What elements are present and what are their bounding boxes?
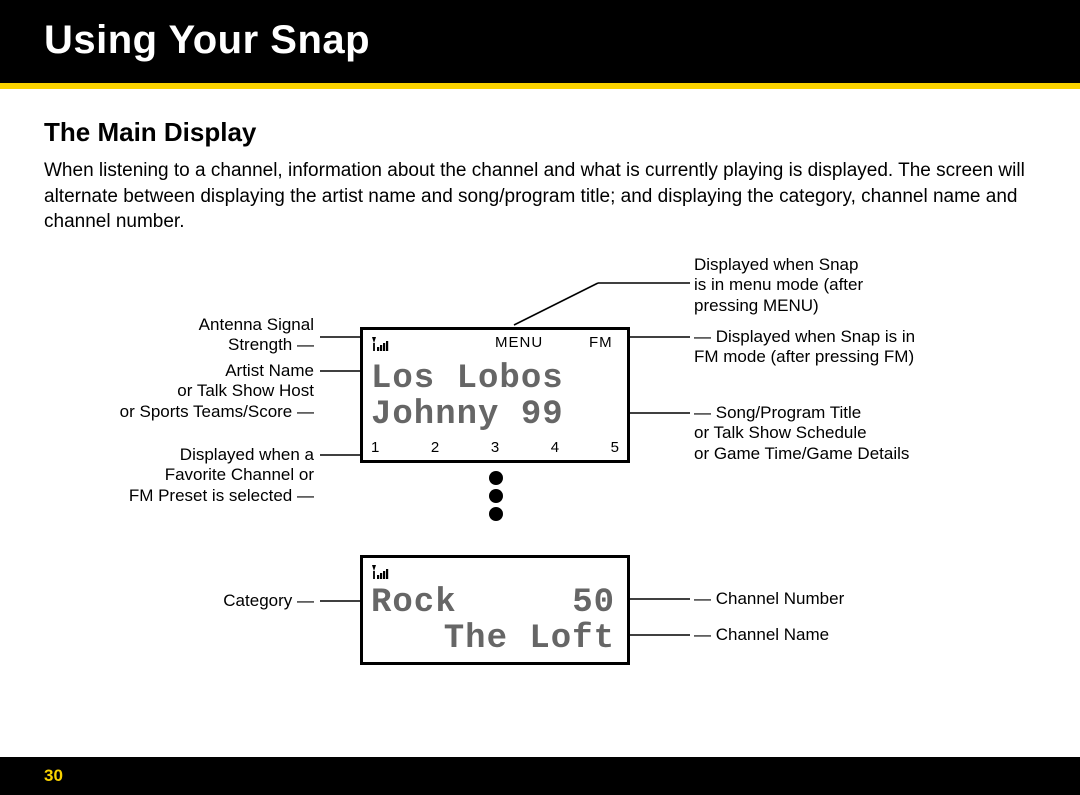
footer-band: 30 bbox=[0, 757, 1080, 795]
alternating-indicator bbox=[484, 467, 508, 525]
accent-divider bbox=[0, 81, 1080, 89]
page-title: Using Your Snap bbox=[44, 18, 1036, 63]
preset-1: 1 bbox=[371, 439, 379, 456]
category-text: Rock bbox=[371, 584, 457, 622]
antenna-signal-icon bbox=[369, 337, 389, 353]
label-category: Category — bbox=[184, 591, 314, 611]
diagram: MENU FM Los Lobos Johnny 99 1 2 3 4 5 bbox=[44, 255, 1034, 735]
channel-name-text: The Loft bbox=[444, 620, 615, 658]
artist-name-text: Los Lobos bbox=[371, 360, 564, 398]
label-favorite: Displayed when a Favorite Channel or FM … bbox=[84, 445, 314, 506]
song-title-text: Johnny 99 bbox=[371, 396, 564, 434]
page-number: 30 bbox=[44, 766, 63, 786]
label-channel-name: — Channel Name bbox=[694, 625, 954, 645]
preset-3: 3 bbox=[491, 439, 499, 456]
intro-paragraph: When listening to a channel, information… bbox=[44, 158, 1034, 235]
label-artist: Artist Name or Talk Show Host or Sports … bbox=[74, 361, 314, 422]
label-antenna: Antenna Signal Strength — bbox=[114, 315, 314, 356]
preset-5: 5 bbox=[611, 439, 619, 456]
header-band: Using Your Snap bbox=[0, 0, 1080, 81]
channel-number-text: 50 bbox=[572, 584, 615, 622]
section-heading: The Main Display bbox=[44, 117, 1036, 148]
label-channel-number: — Channel Number bbox=[694, 589, 954, 609]
lcd2-status-row bbox=[369, 562, 621, 584]
preset-2: 2 bbox=[431, 439, 439, 456]
label-fm-mode: — Displayed when Snap is in FM mode (aft… bbox=[694, 327, 994, 368]
antenna-signal-icon bbox=[369, 565, 389, 581]
menu-indicator: MENU bbox=[495, 334, 543, 351]
label-song-title: — Song/Program Title or Talk Show Schedu… bbox=[694, 403, 1014, 464]
label-menu-mode: Displayed when Snap is in menu mode (aft… bbox=[694, 255, 954, 316]
preset-4: 4 bbox=[551, 439, 559, 456]
content-area: The Main Display When listening to a cha… bbox=[0, 89, 1080, 735]
lcd-screen-2: Rock 50 The Loft bbox=[360, 555, 630, 665]
lcd-screen-1: MENU FM Los Lobos Johnny 99 1 2 3 4 5 bbox=[360, 327, 630, 463]
preset-row: 1 2 3 4 5 bbox=[371, 439, 619, 456]
fm-indicator: FM bbox=[589, 334, 613, 351]
